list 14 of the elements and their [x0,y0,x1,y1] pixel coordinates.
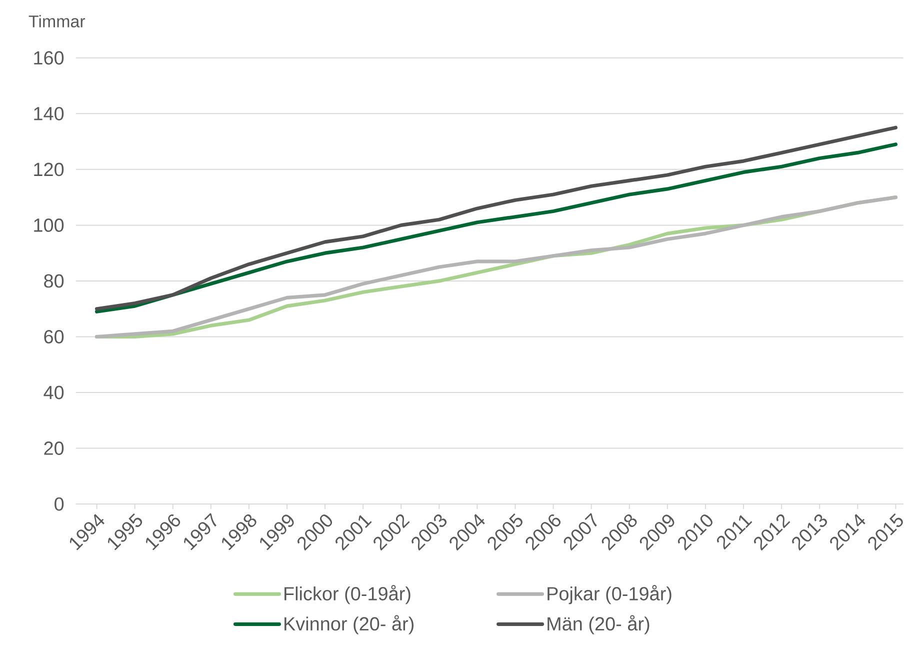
y-tick-label: 60 [44,330,64,344]
y-tick-label: 160 [34,51,64,65]
legend-label: Flickor (0-19år) [284,585,410,604]
y-tick-label: 80 [44,274,64,288]
y-tick-label: 140 [34,107,64,120]
y-tick-label: 100 [34,218,64,232]
legend-label: Kvinnor (20- år) [284,615,414,634]
legend-label: Pojkar (0-19år) [548,585,672,604]
y-tick-label: 120 [34,162,64,176]
y-tick-label: 20 [44,442,64,456]
legend-label: Män (20- år) [548,615,650,634]
y-tick-label: 0 [54,497,64,511]
y-tick-label: 40 [44,386,64,400]
y-axis-title: Timmar [28,15,86,28]
